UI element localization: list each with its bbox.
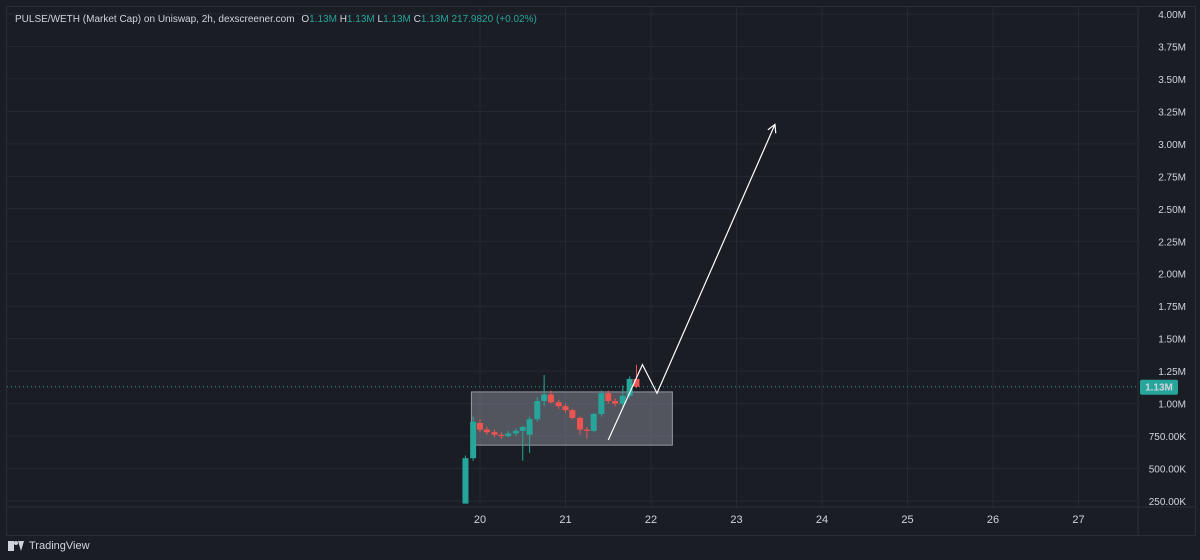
price-axis[interactable]: 4.00M 3.75M 3.50M 3.25M 3.00M 2.75M 2.50M 2.25M… [1149, 10, 1187, 508]
candle-body [470, 421, 477, 459]
candlestick-series [462, 364, 640, 504]
candle-body [562, 406, 569, 411]
candle-body [590, 413, 597, 431]
candle-body [498, 434, 505, 437]
projection-arrow[interactable] [607, 123, 777, 441]
time-tick-label: 25 [901, 514, 913, 526]
high-value: 1.13M [346, 14, 375, 25]
candle-body [477, 423, 483, 430]
time-tick-label: 24 [816, 514, 828, 526]
price-tick-label: 2.50M [1158, 205, 1186, 216]
candle-body [483, 429, 490, 433]
price-tick-label: 2.75M [1158, 172, 1186, 183]
arrow-head [767, 123, 777, 134]
candle-body [605, 393, 612, 402]
candle-body [519, 426, 526, 431]
price-tick-label: 3.75M [1158, 42, 1186, 53]
time-tick-label: 21 [559, 514, 571, 526]
price-tick-label: 4.00M [1158, 10, 1186, 21]
time-tick-label: 27 [1072, 514, 1084, 526]
time-tick-label: 26 [987, 514, 999, 526]
price-tick-label: 2.00M [1158, 270, 1186, 281]
open-value: 1.13M [309, 14, 337, 25]
candle-body [598, 393, 605, 414]
time-tick-label: 20 [474, 514, 486, 526]
price-tick-label: 3.25M [1158, 107, 1186, 118]
candle-body [512, 430, 519, 434]
change-value: 217.9820 (+0.02%) [451, 14, 537, 25]
badge-value: 1.13M [1145, 383, 1173, 394]
time-axis[interactable]: 20 21 22 23 24 25 26 27 [474, 514, 1085, 526]
tradingview-logo-icon[interactable] [8, 541, 24, 551]
candle-body [505, 433, 512, 437]
arrow-path [607, 124, 776, 441]
candle-body [555, 402, 562, 407]
candle-body [633, 378, 640, 387]
candle-body [583, 429, 590, 431]
grid-lines [7, 7, 1194, 535]
chart-frame[interactable] [6, 6, 1196, 536]
price-tick-label: 1.00M [1158, 400, 1186, 411]
time-tick-label: 22 [645, 514, 657, 526]
time-tick-label: 23 [730, 514, 742, 526]
candle-body [541, 394, 548, 402]
price-tick-label: 3.50M [1158, 75, 1186, 86]
candle-body [619, 395, 626, 404]
price-tick-label: 3.00M [1158, 140, 1186, 151]
price-tick-label: 250.00K [1149, 497, 1187, 508]
candle-body [547, 394, 554, 403]
price-tick-label: 2.25M [1158, 237, 1186, 248]
high-label: H [339, 14, 347, 25]
candle-body [491, 432, 498, 435]
candle-body [612, 401, 619, 404]
candle-body [577, 417, 584, 430]
open-label: O [301, 14, 310, 25]
close-label: C [413, 14, 421, 25]
symbol-title: PULSE/WETH (Market Cap) on Uniswap, 2h, … [15, 14, 295, 25]
candle-body [462, 458, 469, 504]
badge-background [1140, 379, 1178, 395]
price-tick-label: 1.25M [1158, 367, 1186, 378]
tradingview-brand[interactable]: TradingView [29, 540, 90, 552]
price-tick-label: 750.00K [1149, 432, 1187, 443]
low-label: L [377, 14, 384, 25]
candle-body [569, 410, 576, 418]
price-tick-label: 1.75M [1158, 302, 1186, 313]
candle-body [626, 378, 633, 396]
price-tick-label: 1.50M [1158, 335, 1186, 346]
candle-body [526, 419, 533, 435]
close-value: 1.13M [420, 14, 449, 25]
price-tick-label: 500.00K [1149, 465, 1187, 476]
candle-body [534, 401, 541, 420]
low-value: 1.13M [383, 14, 411, 25]
chart-legend: PULSE/WETH (Market Cap) on Uniswap, 2h, … [15, 14, 537, 25]
current-price-badge: 1.13M [1140, 379, 1178, 395]
footer: TradingView [8, 536, 90, 556]
